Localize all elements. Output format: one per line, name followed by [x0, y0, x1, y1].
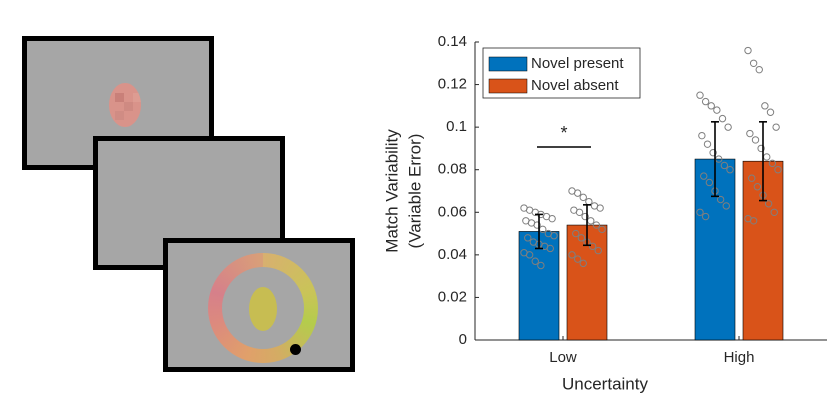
data-point — [573, 189, 582, 197]
x-axis-label: Uncertainty — [562, 374, 648, 393]
data-point — [751, 136, 760, 144]
data-point — [713, 106, 721, 114]
data-point — [537, 261, 545, 270]
y-tick-label: 0.06 — [438, 203, 467, 220]
data-point — [707, 102, 715, 110]
response-frame — [163, 238, 355, 372]
data-point — [757, 144, 765, 153]
data-point — [548, 214, 556, 223]
data-point — [573, 255, 582, 263]
data-point — [746, 129, 754, 138]
data-point — [709, 148, 717, 157]
data-point — [718, 114, 727, 123]
cursor-dot — [290, 344, 301, 355]
y-tick-label: 0.14 — [438, 33, 467, 50]
y-tick-label: 0 — [459, 331, 467, 348]
data-point — [763, 153, 771, 161]
y-tick-label: 0.02 — [438, 288, 467, 305]
data-point — [701, 97, 710, 106]
legend-label: Novel absent — [531, 77, 619, 94]
data-point — [720, 161, 729, 170]
data-point — [592, 221, 601, 229]
data-point — [755, 65, 763, 74]
data-point — [531, 257, 539, 265]
data-point — [594, 246, 602, 255]
data-point — [744, 46, 752, 55]
x-tick-label: Low — [549, 349, 577, 366]
data-point — [587, 217, 595, 225]
data-point — [705, 178, 714, 187]
x-tick-label: High — [724, 349, 755, 366]
data-point — [598, 225, 606, 234]
data-point — [581, 212, 589, 221]
data-point — [696, 208, 704, 216]
y-tick-label: 0.08 — [438, 161, 467, 178]
data-point — [774, 166, 782, 174]
data-point — [724, 123, 732, 131]
data-point — [572, 229, 580, 238]
data-point — [722, 202, 730, 210]
data-point — [749, 217, 758, 225]
y-tick-label: 0.1 — [446, 118, 467, 135]
error-bar — [583, 204, 591, 247]
data-point — [703, 140, 712, 148]
data-point — [772, 123, 780, 131]
data-point — [525, 251, 534, 259]
data-point — [577, 234, 586, 242]
y-axis-label: (Variable Error) — [405, 134, 424, 249]
data-point — [761, 102, 769, 110]
legend-label: Novel present — [531, 55, 624, 72]
data-point — [698, 131, 706, 140]
y-tick-label: 0.12 — [438, 76, 467, 93]
data-point — [588, 242, 597, 251]
legend-swatch — [488, 56, 528, 72]
data-point — [768, 159, 777, 168]
data-point — [726, 166, 734, 174]
data-point — [749, 59, 758, 67]
y-tick-label: 0.04 — [438, 246, 467, 263]
data-point — [716, 195, 725, 204]
data-point — [546, 244, 554, 253]
data-point — [524, 234, 532, 242]
data-point — [533, 221, 541, 229]
y-axis-label: Match Variability — [382, 129, 401, 253]
data-point — [550, 232, 558, 240]
data-point — [596, 204, 604, 212]
error-bar — [535, 213, 543, 250]
data-point — [753, 183, 762, 191]
bar — [694, 158, 736, 341]
data-point — [770, 208, 778, 216]
data-point — [585, 197, 593, 206]
data-point — [766, 108, 775, 116]
data-point — [579, 259, 587, 268]
data-point — [696, 91, 704, 99]
data-point — [579, 193, 587, 202]
data-point — [764, 200, 773, 208]
data-point — [568, 251, 576, 259]
error-bar — [759, 121, 767, 202]
data-point — [575, 208, 584, 216]
data-point — [701, 212, 710, 221]
error-bar — [711, 121, 719, 198]
stimulus — [109, 83, 141, 127]
data-point — [700, 172, 708, 180]
data-point — [748, 174, 756, 182]
match-oval — [249, 287, 277, 331]
significance-star: * — [560, 123, 567, 143]
legend-swatch — [488, 78, 528, 94]
